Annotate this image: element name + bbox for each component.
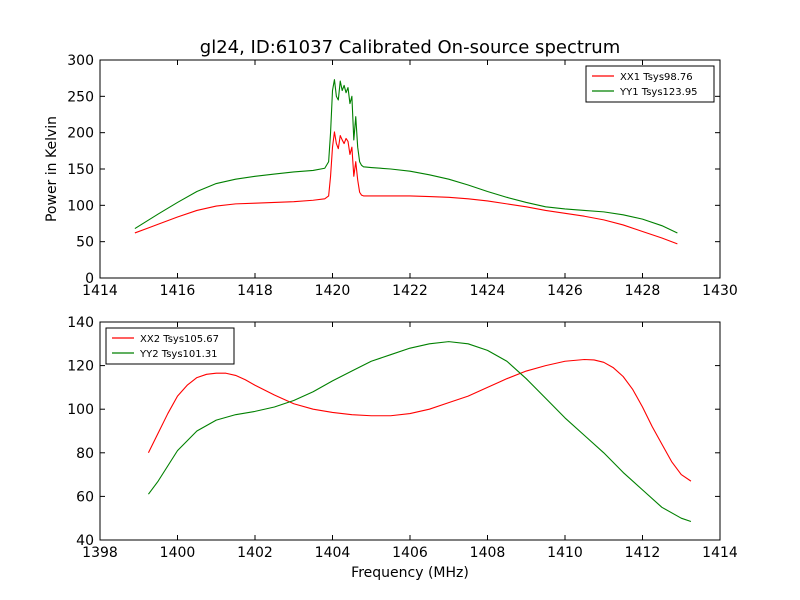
x-tick-label: 1410 <box>547 545 583 561</box>
x-tick-label: 1412 <box>625 545 661 561</box>
x-tick-label: 1420 <box>315 283 351 299</box>
x-tick-label: 1428 <box>625 283 661 299</box>
x-tick-label: 1418 <box>237 283 273 299</box>
y-tick-label: 80 <box>76 446 94 462</box>
y-tick-label: 250 <box>67 89 94 105</box>
x-tick-label: 1398 <box>82 545 118 561</box>
x-tick-label: 1426 <box>547 283 583 299</box>
y-tick-label: 120 <box>67 359 94 375</box>
y-tick-label: 300 <box>67 53 94 69</box>
y-tick-label: 150 <box>67 162 94 178</box>
y-tick-label: 200 <box>67 126 94 142</box>
legend-entry: XX2 Tsys105.67 <box>140 334 219 345</box>
bottom-plot-panel: 1398 1400 1402 1404 1406 1408 1410 1412 1414 40 60… <box>67 315 738 561</box>
x-tick-label: 1404 <box>315 545 351 561</box>
series-line-yy2 <box>147 341 692 522</box>
x-tick-label: 1422 <box>392 283 428 299</box>
y-tick-label: 60 <box>76 489 94 505</box>
series-line-yy1 <box>134 79 678 234</box>
x-axis-label: Frequency (MHz) <box>351 565 469 581</box>
x-tick-label: 1408 <box>470 545 506 561</box>
legend-entry: YY2 Tsys101.31 <box>139 349 218 360</box>
legend-box <box>105 327 235 365</box>
legend-entry: YY1 Tsys123.95 <box>619 87 698 98</box>
x-tick-label: 1402 <box>237 545 273 561</box>
y-tick-label: 50 <box>76 235 94 251</box>
legend: XX1 Tsys98.76 YY1 Tsys123.95 <box>585 65 715 103</box>
legend: XX2 Tsys105.67 YY2 Tsys101.31 <box>105 327 235 365</box>
x-tick-label: 1416 <box>160 283 196 299</box>
series-line-xx1 <box>134 131 678 245</box>
y-tick-label: 100 <box>67 402 94 418</box>
figure-title: gl24, ID:61037 Calibrated On-source spec… <box>200 37 620 58</box>
x-tick-label: 1414 <box>82 283 118 299</box>
y-tick-label: 0 <box>85 271 94 287</box>
y-tick-label: 140 <box>67 315 94 331</box>
top-plot-panel: 1414 1416 1418 1420 1422 1424 1426 1428 1430 0 50 1… <box>67 53 738 299</box>
x-tick-label: 1406 <box>392 545 428 561</box>
legend-box <box>585 65 715 103</box>
x-tick-label: 1414 <box>702 545 738 561</box>
y-axis-label-top: Power in Kelvin <box>44 116 60 222</box>
x-tick-label: 1430 <box>702 283 738 299</box>
y-tick-label: 40 <box>76 533 94 549</box>
y-tick-label: 100 <box>67 198 94 214</box>
x-tick-label: 1424 <box>470 283 506 299</box>
legend-entry: XX1 Tsys98.76 <box>620 72 693 83</box>
x-tick-label: 1400 <box>160 545 196 561</box>
series-line-xx2 <box>147 358 692 482</box>
